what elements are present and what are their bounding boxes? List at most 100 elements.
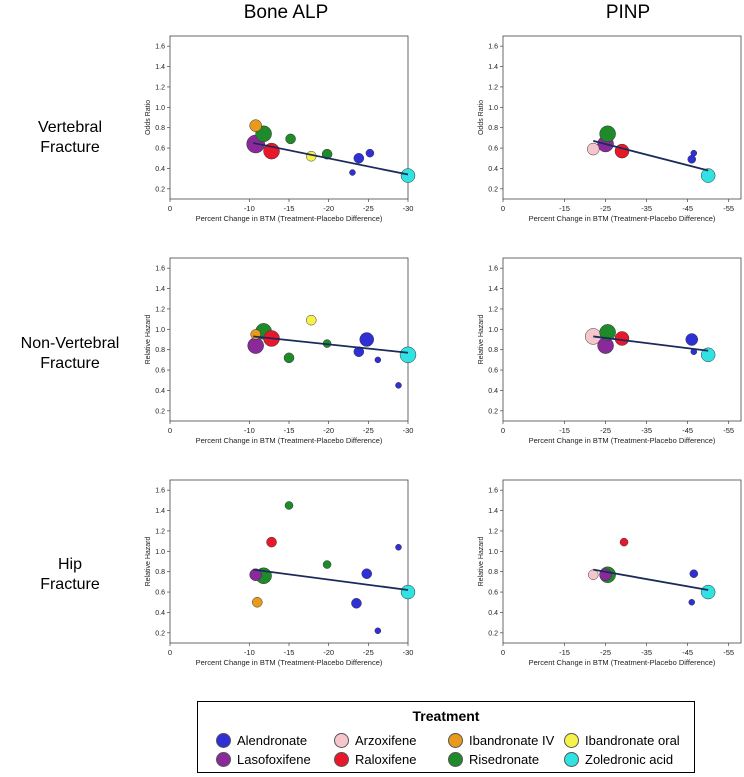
y-tick-label: 0.4 — [488, 388, 498, 395]
y-tick-label: 1.2 — [155, 306, 165, 313]
legend-title: Treatment — [412, 708, 480, 724]
legend-item-ibandronate-iv: Ibandronate IV — [448, 733, 554, 748]
x-tick-label: -20 — [323, 648, 334, 657]
row-header-line: Fracture — [40, 355, 100, 372]
data-point — [395, 382, 402, 389]
y-tick-label: 0.8 — [488, 569, 498, 576]
legend-item-arzoxifene: Arzoxifene — [334, 733, 416, 748]
x-tick-label: -35 — [641, 426, 652, 435]
data-point — [614, 331, 630, 346]
plot-frame — [169, 35, 409, 200]
legend-label: Zoledronic acid — [585, 752, 674, 767]
y-tick-label: 1.4 — [155, 64, 165, 71]
x-tick-label: -25 — [363, 204, 374, 213]
x-tick-label: -20 — [323, 204, 334, 213]
data-point — [374, 627, 382, 635]
y-tick-label: 1.0 — [488, 549, 498, 556]
fit-line — [593, 568, 709, 591]
x-tick-label: -55 — [723, 426, 734, 435]
x-tick-label: -15 — [559, 648, 570, 657]
data-point — [688, 599, 696, 606]
legend-marker-icon — [216, 733, 231, 748]
data-point — [395, 543, 402, 551]
legend-marker-icon — [448, 752, 463, 767]
x-tick-label: -25 — [600, 204, 611, 213]
data-point — [588, 569, 599, 580]
y-tick-label: 1.6 — [155, 488, 165, 495]
data-point — [361, 568, 372, 579]
data-point — [247, 337, 264, 354]
y-axis-label: Relative Hazard — [478, 536, 485, 586]
legend-label: Ibandronate IV — [469, 733, 555, 748]
y-tick-label: 0.4 — [155, 610, 165, 617]
y-tick-label: 1.0 — [155, 105, 165, 112]
row-header-line: Fracture — [40, 576, 100, 593]
x-tick-label: -15 — [559, 204, 570, 213]
x-tick-label: -35 — [641, 648, 652, 657]
y-tick-label: 1.6 — [488, 44, 498, 51]
data-point — [689, 569, 699, 578]
chart-hip-pinp: 0.2 0.4 0.6 0.8 1.0 1.2 1.4 1.6 0 -15 -25 -35 -45 -55… — [478, 479, 742, 667]
row-header-line: Non-Vertebral — [20, 335, 120, 352]
legend: Treatment Alendronate Arzoxifene Ibandro… — [197, 701, 695, 773]
x-axis-label: Percent Change in BTM (Treatment-Placebo… — [529, 658, 716, 667]
row-header-line: Vertebral — [37, 119, 103, 136]
y-tick-label: 1.6 — [155, 266, 165, 273]
y-tick-label: 0.2 — [488, 186, 498, 193]
y-tick-label: 0.2 — [488, 408, 498, 415]
data-point — [351, 598, 362, 609]
x-tick-label: 0 — [168, 648, 172, 657]
data-point — [619, 537, 629, 547]
data-point — [266, 536, 277, 548]
data-point — [700, 347, 716, 363]
x-tick-label: -15 — [284, 204, 295, 213]
y-tick-label: 0.8 — [155, 347, 165, 354]
legend-label: Arzoxifene — [355, 733, 417, 748]
data-point — [252, 597, 263, 608]
row-header-hip: Hip Fracture — [0, 555, 140, 595]
legend-marker-icon — [564, 752, 579, 767]
y-tick-label: 1.6 — [488, 488, 498, 495]
x-tick-label: -45 — [682, 426, 693, 435]
x-tick-label: 0 — [501, 204, 505, 213]
x-axis-label: Percent Change in BTM (Treatment-Placebo… — [196, 214, 383, 223]
y-tick-label: 0.8 — [155, 125, 165, 132]
legend-label: Risedronate — [469, 752, 540, 767]
data-point — [305, 314, 317, 326]
legend-label: Ibandronate oral — [585, 733, 680, 748]
x-axis-label: Percent Change in BTM (Treatment-Placebo… — [529, 436, 716, 445]
x-tick-label: -15 — [559, 426, 570, 435]
y-tick-label: 0.2 — [155, 186, 165, 193]
data-point — [687, 155, 697, 164]
data-point — [700, 584, 716, 600]
legend-marker-icon — [334, 752, 349, 767]
column-header-pinp: PINP — [605, 2, 651, 23]
x-tick-label: -55 — [723, 204, 734, 213]
y-tick-label: 0.8 — [488, 347, 498, 354]
y-tick-label: 0.8 — [155, 569, 165, 576]
x-tick-label: -30 — [403, 648, 414, 657]
x-tick-label: -15 — [284, 426, 295, 435]
chart-nonvertebral-bone-alp: 0.2 0.4 0.6 0.8 1.0 1.2 1.4 1.6 0 -10 -15 -20 -25 -30… — [145, 257, 417, 445]
data-point — [249, 119, 262, 132]
row-header-vertebral: Vertebral Fracture — [0, 118, 140, 158]
y-axis-label: Relative Hazard — [145, 536, 152, 586]
y-tick-label: 1.0 — [155, 327, 165, 334]
y-tick-label: 1.4 — [155, 286, 165, 293]
legend-marker-icon — [564, 733, 579, 748]
y-tick-label: 1.2 — [155, 528, 165, 535]
fit-line — [253, 568, 409, 591]
data-point — [690, 149, 698, 157]
row-header-line: Fracture — [40, 139, 100, 156]
x-tick-label: -25 — [363, 426, 374, 435]
x-tick-label: 0 — [501, 426, 505, 435]
legend-label: Lasofoxifene — [237, 752, 311, 767]
y-tick-label: 0.2 — [488, 630, 498, 637]
y-tick-label: 1.4 — [155, 508, 165, 515]
y-tick-label: 1.2 — [488, 306, 498, 313]
y-tick-label: 1.6 — [488, 266, 498, 273]
data-point — [374, 356, 382, 364]
y-tick-label: 1.2 — [155, 84, 165, 91]
chart-vertebral-pinp: 0.2 0.4 0.6 0.8 1.0 1.2 1.4 1.6 0 -15 -25 -35 -45 -55… — [478, 35, 742, 223]
y-tick-label: 0.4 — [488, 610, 498, 617]
